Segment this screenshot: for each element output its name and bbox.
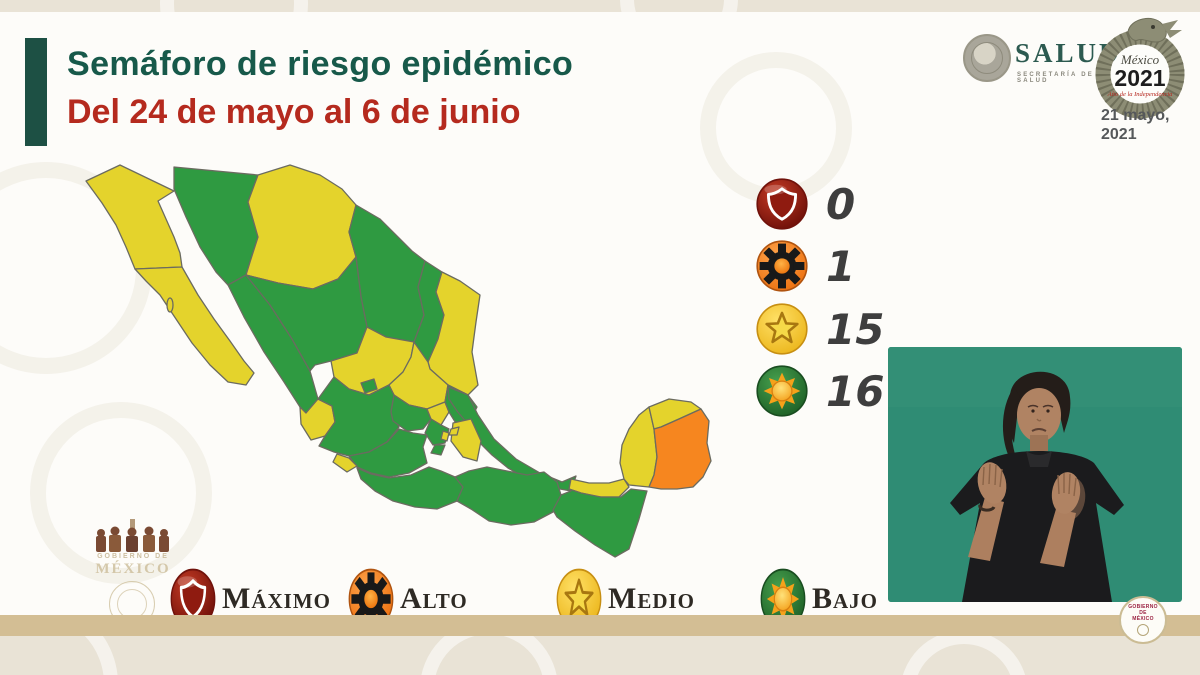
badge-seal-icon	[1137, 624, 1149, 636]
state-aguascalientes	[360, 378, 378, 394]
state-oaxaca	[454, 466, 562, 526]
island	[166, 297, 174, 313]
legend-label-alto: Alto	[400, 582, 468, 615]
background-swirl	[900, 630, 1028, 675]
heroes-figures-icon	[96, 519, 169, 552]
interpreter-figure	[888, 347, 1182, 602]
count-medio: 15	[826, 304, 885, 354]
state-tlaxcala	[448, 426, 460, 436]
legend-label-bajo: Bajo	[812, 582, 879, 615]
gear-icon	[756, 240, 808, 292]
state-cdmx	[440, 430, 450, 442]
count-row-medio: 15	[756, 303, 884, 355]
broadcast-date: 21 mayo, 2021	[1101, 107, 1170, 143]
count-maximo: 0	[826, 179, 856, 229]
watermark-text: MÉXICO	[95, 561, 171, 577]
state-sonora	[173, 166, 259, 286]
state-michoacan	[348, 428, 428, 478]
watermark-text: GOBIERNO DE	[97, 553, 169, 560]
title-accent-bar	[25, 38, 47, 146]
legend-item-medio: Medio	[556, 568, 695, 630]
state-colima	[332, 453, 358, 473]
mexico-year-text: 2021	[1114, 65, 1165, 91]
count-row-maximo: 0	[756, 178, 855, 230]
page-subtitle: Del 24 de mayo al 6 de junio	[67, 93, 521, 131]
sun-icon	[756, 365, 808, 417]
slide-panel: Semáforo de riesgo epidémico Del 24 de m…	[0, 12, 1200, 630]
salud-logo: SALUD SECRETARÍA DE SALUD	[963, 32, 1119, 90]
salud-logo-subtext: SECRETARÍA DE SALUD	[1017, 72, 1094, 84]
state-guanajuato	[390, 394, 432, 432]
gobierno-de-mexico-badge: GOBIERNO DE MÉXICO	[1119, 596, 1167, 644]
star-icon	[756, 303, 808, 355]
state-baja-california-sur	[134, 266, 255, 386]
state-quintana-roo	[648, 408, 712, 490]
count-alto: 1	[826, 241, 856, 291]
gobierno-watermark: GOBIERNO DE MÉXICO	[78, 517, 188, 627]
mexico-script-text: México	[1120, 52, 1160, 67]
count-row-alto: 1	[756, 240, 855, 292]
state-chihuahua	[245, 164, 357, 290]
footer-band	[0, 615, 1200, 636]
legend-label-medio: Medio	[608, 582, 695, 615]
count-bajo: 16	[826, 366, 885, 416]
state-chiapas	[552, 488, 648, 558]
mexico-tagline-text: Año de la Independencia	[1107, 91, 1173, 98]
sign-language-interpreter-video	[888, 347, 1182, 602]
legend-item-maximo: Máximo	[170, 568, 331, 630]
legend-label-maximo: Máximo	[222, 582, 331, 615]
shield-icon	[756, 178, 808, 230]
mexico-choropleth-map	[85, 164, 712, 558]
count-row-bajo: 16	[756, 365, 884, 417]
legend-item-alto: Alto	[348, 568, 468, 630]
mexico-2021-logo: México 2021 Año de la Independencia	[1090, 12, 1190, 120]
state-baja-california	[85, 164, 183, 270]
page-title: Semáforo de riesgo epidémico	[67, 45, 574, 83]
quetzalcoatl-ring-icon: México 2021 Año de la Independencia	[1095, 17, 1185, 119]
state-morelos	[430, 444, 446, 456]
salud-seal-icon	[963, 34, 1011, 82]
legend-item-bajo: Bajo	[760, 568, 878, 630]
